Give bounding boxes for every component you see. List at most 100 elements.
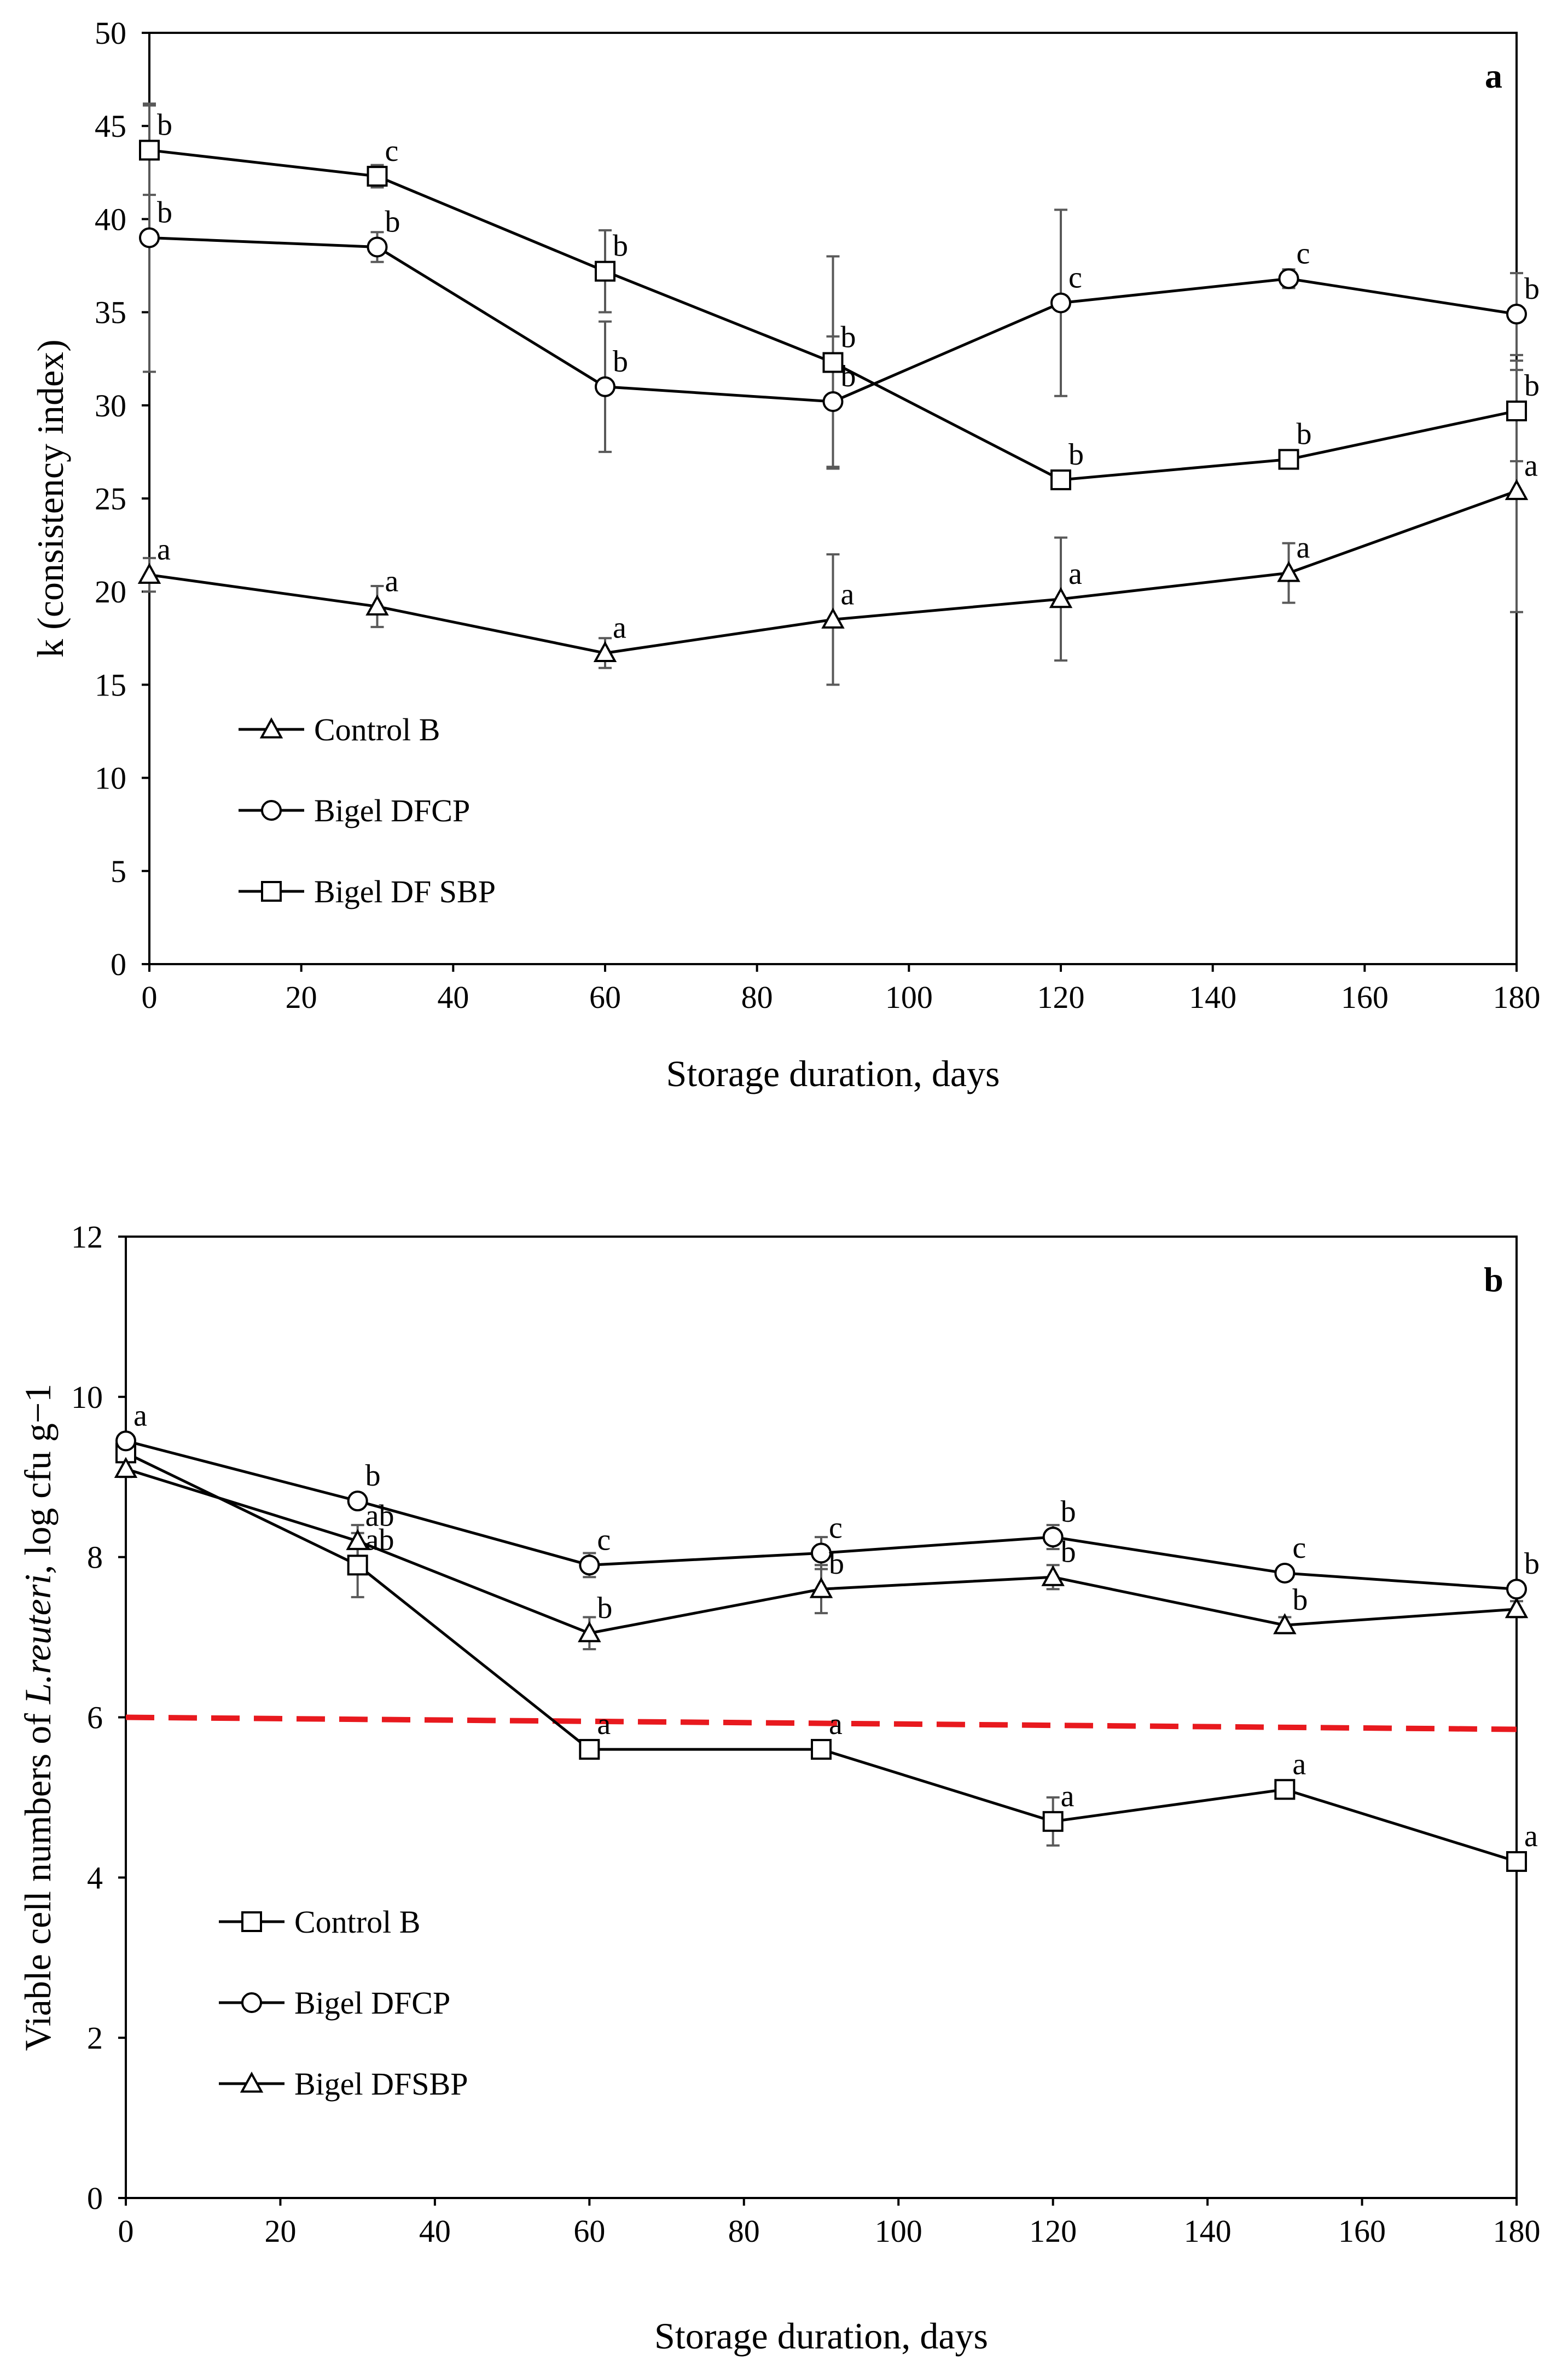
legend-marker-square bbox=[241, 1911, 262, 1932]
significance-letter: a bbox=[841, 577, 855, 611]
series-markers-1: ab a a a a a bbox=[115, 1442, 1538, 1872]
y-axis-title: Viable cell numbers of L.reuteri, log cf… bbox=[17, 1384, 59, 2051]
panel-label: a bbox=[1485, 56, 1502, 95]
series-markers-2: abc c bc b bbox=[115, 1399, 1540, 1600]
data-point-circle bbox=[1506, 1579, 1527, 1600]
significance-letter: c bbox=[597, 1523, 611, 1557]
significance-letter: b bbox=[157, 108, 172, 142]
x-tick-label: 20 bbox=[264, 2213, 296, 2249]
y-axis-title-part: Viable cell numbers of bbox=[17, 1704, 59, 2051]
legend-marker-triangle bbox=[259, 717, 283, 739]
x-tick-label: 40 bbox=[419, 2213, 451, 2249]
significance-letter: b bbox=[613, 345, 628, 379]
data-point-circle bbox=[595, 376, 615, 397]
data-point-circle bbox=[811, 1542, 832, 1564]
data-point-circle bbox=[115, 1430, 136, 1452]
y-axis-title-part: , log cfu g−1 bbox=[17, 1384, 59, 1574]
series-markers-2: b b b b c c b bbox=[139, 195, 1540, 412]
significance-letter: b bbox=[1297, 417, 1312, 451]
x-tick-label: 120 bbox=[1037, 979, 1085, 1015]
x-tick-label: 0 bbox=[142, 979, 158, 1015]
data-point-triangle bbox=[114, 1457, 138, 1478]
significance-letter: b bbox=[613, 229, 628, 263]
significance-letter: a bbox=[613, 611, 626, 645]
legend-marker-triangle bbox=[240, 2072, 264, 2093]
significance-letter: a bbox=[829, 1707, 843, 1741]
x-tick-label: 40 bbox=[437, 979, 469, 1015]
legend: Control B Bigel DFCP Bigel DF SBP bbox=[239, 712, 496, 909]
significance-letter: c bbox=[829, 1511, 843, 1545]
data-point-triangle bbox=[1041, 1565, 1065, 1586]
data-point-triangle bbox=[578, 1621, 601, 1643]
legend-marker-square bbox=[261, 881, 282, 902]
data-point-square bbox=[822, 352, 844, 373]
data-point-circle bbox=[822, 391, 844, 412]
y-tick-label: 20 bbox=[95, 574, 126, 610]
y-tick-label: 45 bbox=[95, 108, 126, 144]
y-tick-label: 12 bbox=[71, 1219, 103, 1255]
legend-marker-circle bbox=[241, 1992, 262, 2013]
x-tick-label: 180 bbox=[1493, 2213, 1541, 2249]
significance-letter: b bbox=[597, 1591, 612, 1625]
y-tick-label: 50 bbox=[95, 15, 126, 51]
x-tick-label: 20 bbox=[286, 979, 317, 1015]
y-axis-title-part: L.reuteri bbox=[17, 1574, 59, 1704]
x-tick-label: 100 bbox=[875, 2213, 922, 2249]
data-point-circle bbox=[367, 236, 388, 258]
significance-letter: a bbox=[597, 1707, 611, 1741]
significance-letter: ab bbox=[365, 1523, 394, 1557]
x-tick-label: 160 bbox=[1341, 979, 1389, 1015]
significance-letter: a bbox=[385, 564, 399, 598]
data-point-triangle bbox=[593, 641, 617, 662]
significance-letter: c bbox=[385, 134, 399, 168]
data-point-circle bbox=[1042, 1527, 1064, 1548]
data-point-circle bbox=[1274, 1562, 1296, 1584]
data-point-square bbox=[139, 140, 160, 161]
significance-letter: b bbox=[157, 195, 172, 229]
y-tick-label: 4 bbox=[87, 1860, 103, 1895]
data-point-square bbox=[347, 1555, 368, 1576]
legend-label: Bigel DF SBP bbox=[314, 874, 496, 909]
data-point-triangle bbox=[821, 607, 845, 629]
data-point-circle bbox=[1050, 292, 1071, 314]
y-tick-label: 8 bbox=[87, 1540, 103, 1575]
significance-letter: c bbox=[1292, 1531, 1306, 1565]
legend-label: Bigel DFCP bbox=[294, 1985, 450, 2021]
data-point-triangle bbox=[1049, 587, 1073, 608]
legend-item: Control B bbox=[239, 712, 440, 747]
y-tick-label: 30 bbox=[95, 388, 126, 424]
data-point-square bbox=[595, 260, 615, 282]
legend-label: Bigel DFSBP bbox=[294, 2066, 468, 2102]
significance-letter: b bbox=[1524, 272, 1540, 306]
y-tick-label: 10 bbox=[95, 761, 126, 796]
data-point-square bbox=[1050, 469, 1071, 490]
legend-label: Control B bbox=[314, 712, 440, 747]
legend-item: Bigel DFCP bbox=[219, 1985, 450, 2021]
viable-cell-chart: 0 20 40 60 80 100 120 140 160 180 0 2 4 6 8 10 12 Storage… bbox=[17, 1219, 1541, 2357]
x-tick-label: 80 bbox=[741, 979, 773, 1015]
y-tick-label: 0 bbox=[111, 947, 126, 982]
data-point-square bbox=[367, 166, 388, 187]
significance-letter: b bbox=[841, 321, 856, 355]
x-tick-label: 60 bbox=[589, 979, 621, 1015]
data-point-triangle bbox=[1273, 1613, 1297, 1634]
data-point-triangle bbox=[365, 594, 389, 616]
x-tick-label: 80 bbox=[728, 2213, 760, 2249]
y-tick-label: 5 bbox=[111, 854, 126, 889]
chart-panel-a: 0 20 40 60 80 100 120 140 160 180 0 5 10 15 20 25 30 35 40… bbox=[30, 15, 1541, 1094]
data-point-triangle bbox=[809, 1577, 833, 1598]
significance-letter: b bbox=[829, 1547, 844, 1581]
y-tick-label: 0 bbox=[87, 2180, 103, 2216]
significance-letter: c bbox=[1297, 236, 1310, 270]
significance-letter: c bbox=[1068, 261, 1082, 295]
legend-item: Control B bbox=[219, 1904, 420, 1940]
legend-marker-circle bbox=[261, 800, 282, 821]
significance-letter: a bbox=[1524, 449, 1538, 483]
threshold-line bbox=[125, 1714, 1517, 1732]
data-point-circle bbox=[579, 1555, 600, 1576]
series-markers-1: a a a a a a a bbox=[137, 449, 1538, 662]
data-point-circle bbox=[347, 1491, 368, 1512]
significance-letter: b bbox=[385, 205, 400, 239]
panel-label: b bbox=[1484, 1260, 1503, 1299]
x-tick-label: 120 bbox=[1029, 2213, 1077, 2249]
